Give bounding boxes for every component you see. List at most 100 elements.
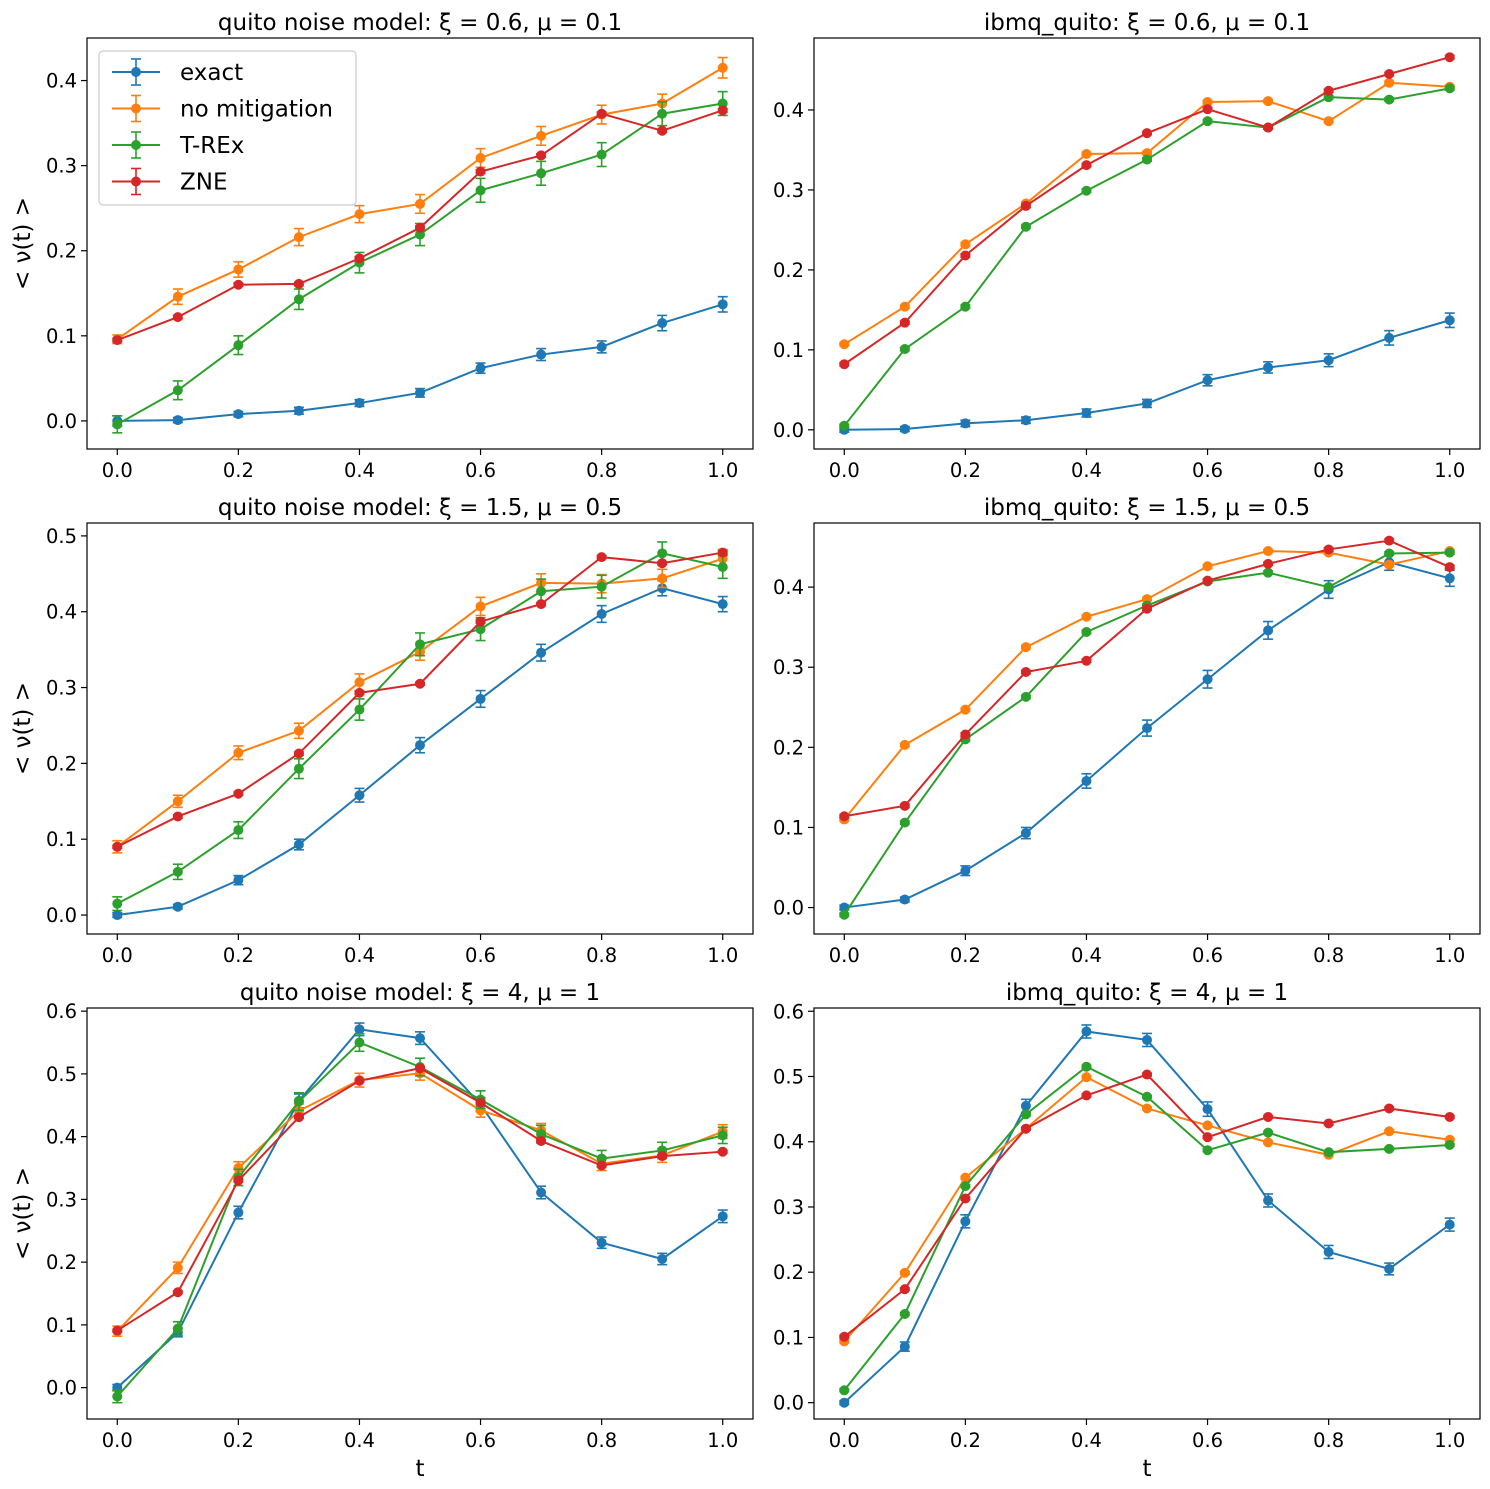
subplot-title: ibmq_quito: ξ = 1.5, μ = 0.5 bbox=[984, 495, 1310, 521]
data-point bbox=[172, 901, 183, 912]
x-tick-label: 0.6 bbox=[465, 459, 496, 482]
data-point bbox=[596, 1237, 607, 1248]
data-point bbox=[112, 898, 123, 909]
data-point bbox=[233, 747, 244, 758]
series-line bbox=[116, 552, 723, 905]
y-tick-label: 0.3 bbox=[773, 656, 804, 679]
subplot-3: quito noise model: ξ = 1.5, μ = 0.5 0.0 0.… bbox=[10, 495, 754, 967]
x-tick-label: 0.6 bbox=[465, 1429, 496, 1452]
y-tick-label: 0.3 bbox=[773, 179, 804, 202]
y-tick-label: 0.3 bbox=[46, 155, 77, 178]
data-point bbox=[1384, 1126, 1395, 1137]
series-t-rex bbox=[112, 541, 728, 912]
data-point bbox=[536, 168, 547, 179]
data-point bbox=[1323, 544, 1334, 555]
y-tick-label: 0.4 bbox=[46, 601, 77, 624]
series-no-mitigation bbox=[839, 77, 1455, 350]
data-point bbox=[475, 185, 486, 196]
x-tick-label: 0.4 bbox=[344, 944, 375, 967]
y-axis-label: < ν(t) > bbox=[10, 682, 36, 775]
axes-frame bbox=[86, 522, 754, 935]
data-point bbox=[1202, 1132, 1213, 1143]
data-point bbox=[293, 1096, 304, 1107]
y-axis-label: < ν(t) > bbox=[10, 197, 36, 290]
data-point bbox=[1263, 1127, 1274, 1138]
data-point bbox=[415, 740, 425, 751]
data-point bbox=[112, 335, 123, 346]
axes-frame bbox=[813, 1007, 1481, 1420]
data-point bbox=[536, 1187, 547, 1198]
x-tick-label: 0.6 bbox=[1192, 944, 1223, 967]
data-point bbox=[415, 1033, 425, 1044]
series-line bbox=[116, 1028, 724, 1389]
y-tick-label: 0.5 bbox=[46, 1063, 77, 1086]
data-point bbox=[354, 209, 365, 220]
x-tick-label: 0.8 bbox=[586, 944, 617, 967]
y-tick-label: 0.2 bbox=[773, 1261, 804, 1284]
data-point bbox=[415, 222, 425, 233]
data-point bbox=[293, 839, 304, 850]
x-tick-label: 0.4 bbox=[344, 459, 375, 482]
y-tick-label: 0.0 bbox=[773, 897, 804, 920]
data-point bbox=[354, 687, 365, 698]
data-point bbox=[1142, 603, 1152, 614]
data-point bbox=[899, 1284, 910, 1295]
data-point bbox=[1444, 1140, 1455, 1150]
y-tick-label: 0.3 bbox=[46, 677, 77, 700]
x-tick-label: 0.0 bbox=[829, 1429, 860, 1452]
data-point bbox=[172, 385, 183, 396]
data-point bbox=[354, 1075, 365, 1086]
x-tick-label: 0.2 bbox=[223, 1429, 254, 1452]
data-point bbox=[960, 301, 971, 312]
data-point bbox=[839, 1385, 850, 1396]
data-point bbox=[960, 704, 971, 715]
data-point bbox=[657, 108, 668, 119]
y-tick-label: 0.1 bbox=[46, 325, 77, 348]
data-point bbox=[354, 704, 365, 715]
data-point bbox=[293, 232, 304, 243]
x-tick-label: 0.8 bbox=[586, 459, 617, 482]
subplot-6: ibmq_quito: ξ = 4, μ = 1 0.0 0.2 0.4 0.6 0.8 1… bbox=[773, 980, 1481, 1482]
data-point bbox=[717, 561, 728, 572]
subplot-title: quito noise model: ξ = 4, μ = 1 bbox=[240, 980, 600, 1006]
series-no-mitigation bbox=[112, 1065, 728, 1337]
data-point bbox=[1202, 1120, 1213, 1131]
data-point bbox=[1202, 375, 1213, 386]
data-point bbox=[1020, 1100, 1031, 1111]
data-point bbox=[1444, 562, 1455, 573]
data-point bbox=[1444, 52, 1455, 63]
data-point bbox=[1142, 128, 1152, 139]
data-point bbox=[899, 894, 910, 905]
data-point bbox=[1323, 116, 1334, 127]
legend-marker bbox=[131, 103, 141, 114]
data-point bbox=[657, 1253, 668, 1264]
data-point bbox=[899, 800, 910, 811]
data-point bbox=[1384, 548, 1395, 559]
data-point bbox=[899, 424, 910, 435]
series-no-mitigation bbox=[839, 1072, 1455, 1347]
data-point bbox=[475, 616, 486, 627]
data-point bbox=[1263, 362, 1274, 373]
data-point bbox=[1384, 535, 1395, 546]
data-point bbox=[475, 166, 486, 177]
data-point bbox=[1081, 626, 1092, 637]
y-tick-label: 0.6 bbox=[46, 1000, 77, 1023]
data-point bbox=[1081, 1090, 1092, 1101]
x-axis-label: t bbox=[1142, 1456, 1151, 1482]
data-point bbox=[960, 1193, 971, 1204]
x-tick-label: 0.6 bbox=[465, 944, 496, 967]
data-point bbox=[960, 865, 971, 876]
data-point bbox=[475, 1097, 486, 1108]
series-zne bbox=[839, 52, 1455, 370]
data-point bbox=[657, 548, 668, 559]
x-tick-label: 0.0 bbox=[829, 459, 860, 482]
series-line bbox=[116, 1067, 723, 1332]
legend-label: exact bbox=[180, 60, 243, 86]
x-tick-label: 0.8 bbox=[1313, 459, 1344, 482]
data-point bbox=[596, 1160, 607, 1171]
data-point bbox=[172, 1287, 183, 1298]
data-point bbox=[1202, 575, 1213, 586]
legend-label: ZNE bbox=[180, 170, 228, 196]
data-point bbox=[1020, 200, 1031, 211]
